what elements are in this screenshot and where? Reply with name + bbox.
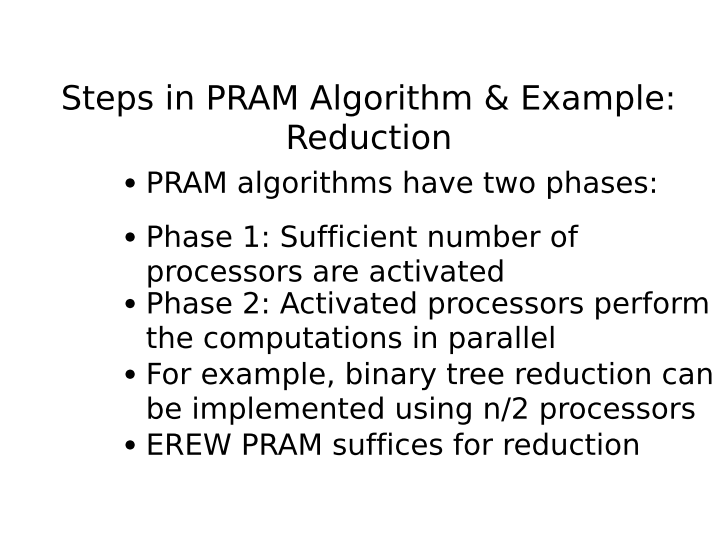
- Text: For example, binary tree reduction can
be implemented using n/2 processors: For example, binary tree reduction can b…: [145, 362, 714, 424]
- Text: •: •: [121, 292, 140, 322]
- Text: PRAM algorithms have two phases:: PRAM algorithms have two phases:: [145, 171, 659, 199]
- Text: EREW PRAM suffices for reduction: EREW PRAM suffices for reduction: [145, 433, 640, 461]
- Text: •: •: [121, 225, 140, 256]
- Text: Phase 2: Activated processors perform
the computations in parallel: Phase 2: Activated processors perform th…: [145, 292, 710, 354]
- Text: •: •: [121, 433, 140, 464]
- Text: Phase 1: Sufficient number of
processors are activated: Phase 1: Sufficient number of processors…: [145, 225, 578, 287]
- Text: Steps in PRAM Algorithm & Example:
Reduction: Steps in PRAM Algorithm & Example: Reduc…: [61, 84, 677, 156]
- Text: •: •: [121, 362, 140, 393]
- Text: •: •: [121, 171, 140, 202]
